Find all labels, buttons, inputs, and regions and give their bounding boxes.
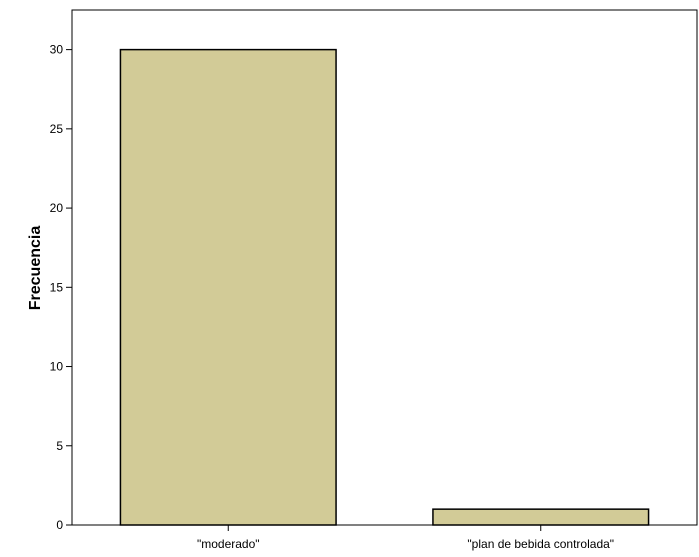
y-tick-label: 20 bbox=[50, 201, 64, 215]
y-tick-label: 25 bbox=[50, 122, 64, 136]
y-tick-label: 15 bbox=[50, 280, 64, 294]
y-tick-label: 0 bbox=[56, 518, 63, 532]
bar bbox=[119, 48, 337, 526]
bar bbox=[432, 508, 650, 526]
y-tick-label: 10 bbox=[50, 360, 64, 374]
y-axis-label: Frecuencia bbox=[27, 226, 44, 311]
y-axis: 0 5 10 15 20 25 30 bbox=[50, 43, 72, 532]
bars bbox=[119, 48, 650, 526]
y-tick-label: 30 bbox=[50, 43, 64, 57]
x-category-label: "plan de bebida controlada" bbox=[467, 537, 614, 551]
x-category-label: "moderado" bbox=[197, 537, 260, 551]
x-axis: "moderado" "plan de bebida controlada" bbox=[197, 525, 614, 551]
y-tick-label: 5 bbox=[56, 439, 63, 453]
